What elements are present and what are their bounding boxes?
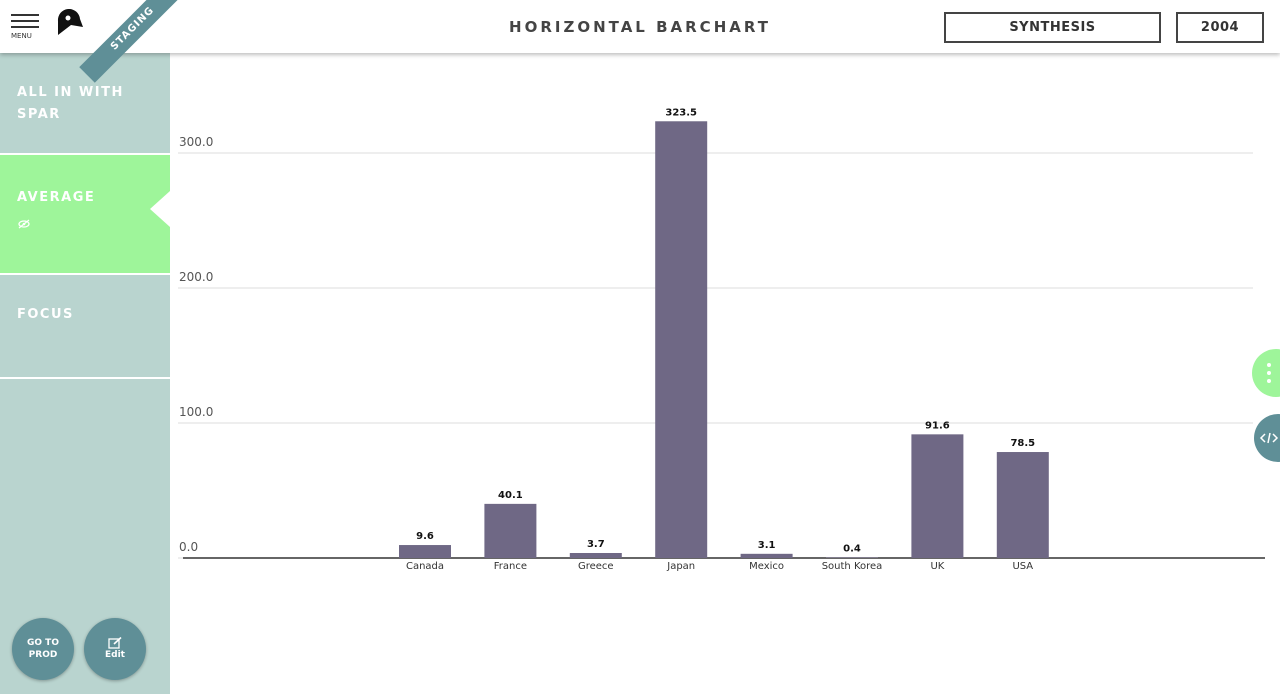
value-label: 91.6 — [925, 420, 950, 431]
value-label: 323.5 — [665, 107, 697, 118]
sidebar: ALL IN WITH SPAR AVERAGE FOCUS GO TO PRO… — [0, 53, 170, 694]
button-label: Edit — [105, 650, 125, 660]
dots-icon — [1267, 363, 1271, 383]
year-button[interactable]: 2004 — [1176, 12, 1264, 43]
synthesis-button[interactable]: SYNTHESIS — [944, 12, 1161, 43]
bar — [484, 503, 537, 558]
value-label: 3.7 — [587, 539, 605, 550]
nav-item[interactable]: ALL IN WITH SPAR — [0, 53, 170, 155]
x-tick-label: France — [494, 561, 527, 572]
code-icon — [1259, 432, 1279, 444]
x-tick-label: Mexico — [749, 561, 784, 572]
x-tick-label: UK — [930, 561, 944, 572]
edit-button[interactable]: Edit — [84, 618, 146, 680]
value-label: 3.1 — [758, 540, 776, 551]
edit-icon — [108, 637, 122, 649]
button-label: GO TO PROD — [27, 638, 59, 660]
bar — [826, 557, 878, 558]
y-tick-label: 100.0 — [179, 405, 213, 419]
chart: 0.0 100.0 200.0 300.0 9.6 Canada 40.1 France 3.7… — [178, 107, 1265, 572]
menu-button[interactable]: MENU — [11, 14, 39, 40]
nav-label: FOCUS — [17, 307, 74, 322]
bar — [569, 553, 622, 558]
bar — [740, 553, 793, 558]
bar — [655, 121, 708, 559]
eye-icon — [18, 219, 30, 229]
menu-label: MENU — [11, 32, 32, 40]
y-tick-label: 200.0 — [179, 270, 213, 284]
bar — [399, 545, 451, 558]
options-button[interactable] — [1252, 349, 1280, 397]
x-tick-label: South Korea — [822, 561, 883, 572]
value-label: 78.5 — [1010, 438, 1035, 449]
x-tick-label: USA — [1012, 561, 1033, 572]
x-tick-label: Greece — [578, 561, 614, 572]
active-notch — [150, 191, 170, 227]
value-label: 9.6 — [416, 531, 434, 542]
value-label: 40.1 — [498, 490, 523, 501]
nav-label: ALL IN WITH SPAR — [17, 85, 124, 122]
nav-label: AVERAGE — [17, 190, 96, 205]
go-to-prod-button[interactable]: GO TO PROD — [12, 618, 74, 680]
y-tick-label: 300.0 — [179, 135, 213, 149]
code-button[interactable] — [1254, 414, 1280, 462]
value-label: 0.4 — [843, 543, 861, 554]
y-tick-label: 0.0 — [179, 540, 198, 554]
nav-item[interactable]: FOCUS — [0, 275, 170, 379]
page-title: HORIZONTAL BARCHART — [509, 18, 771, 36]
bar — [911, 434, 964, 558]
header: MENU STAGING HORIZONTAL BARCHART SYNTHES… — [0, 0, 1280, 83]
nav-item[interactable]: AVERAGE — [0, 155, 170, 275]
bar — [996, 452, 1049, 558]
logo — [57, 9, 83, 35]
x-tick-label: Canada — [406, 561, 444, 572]
x-tick-label: Japan — [666, 561, 695, 572]
